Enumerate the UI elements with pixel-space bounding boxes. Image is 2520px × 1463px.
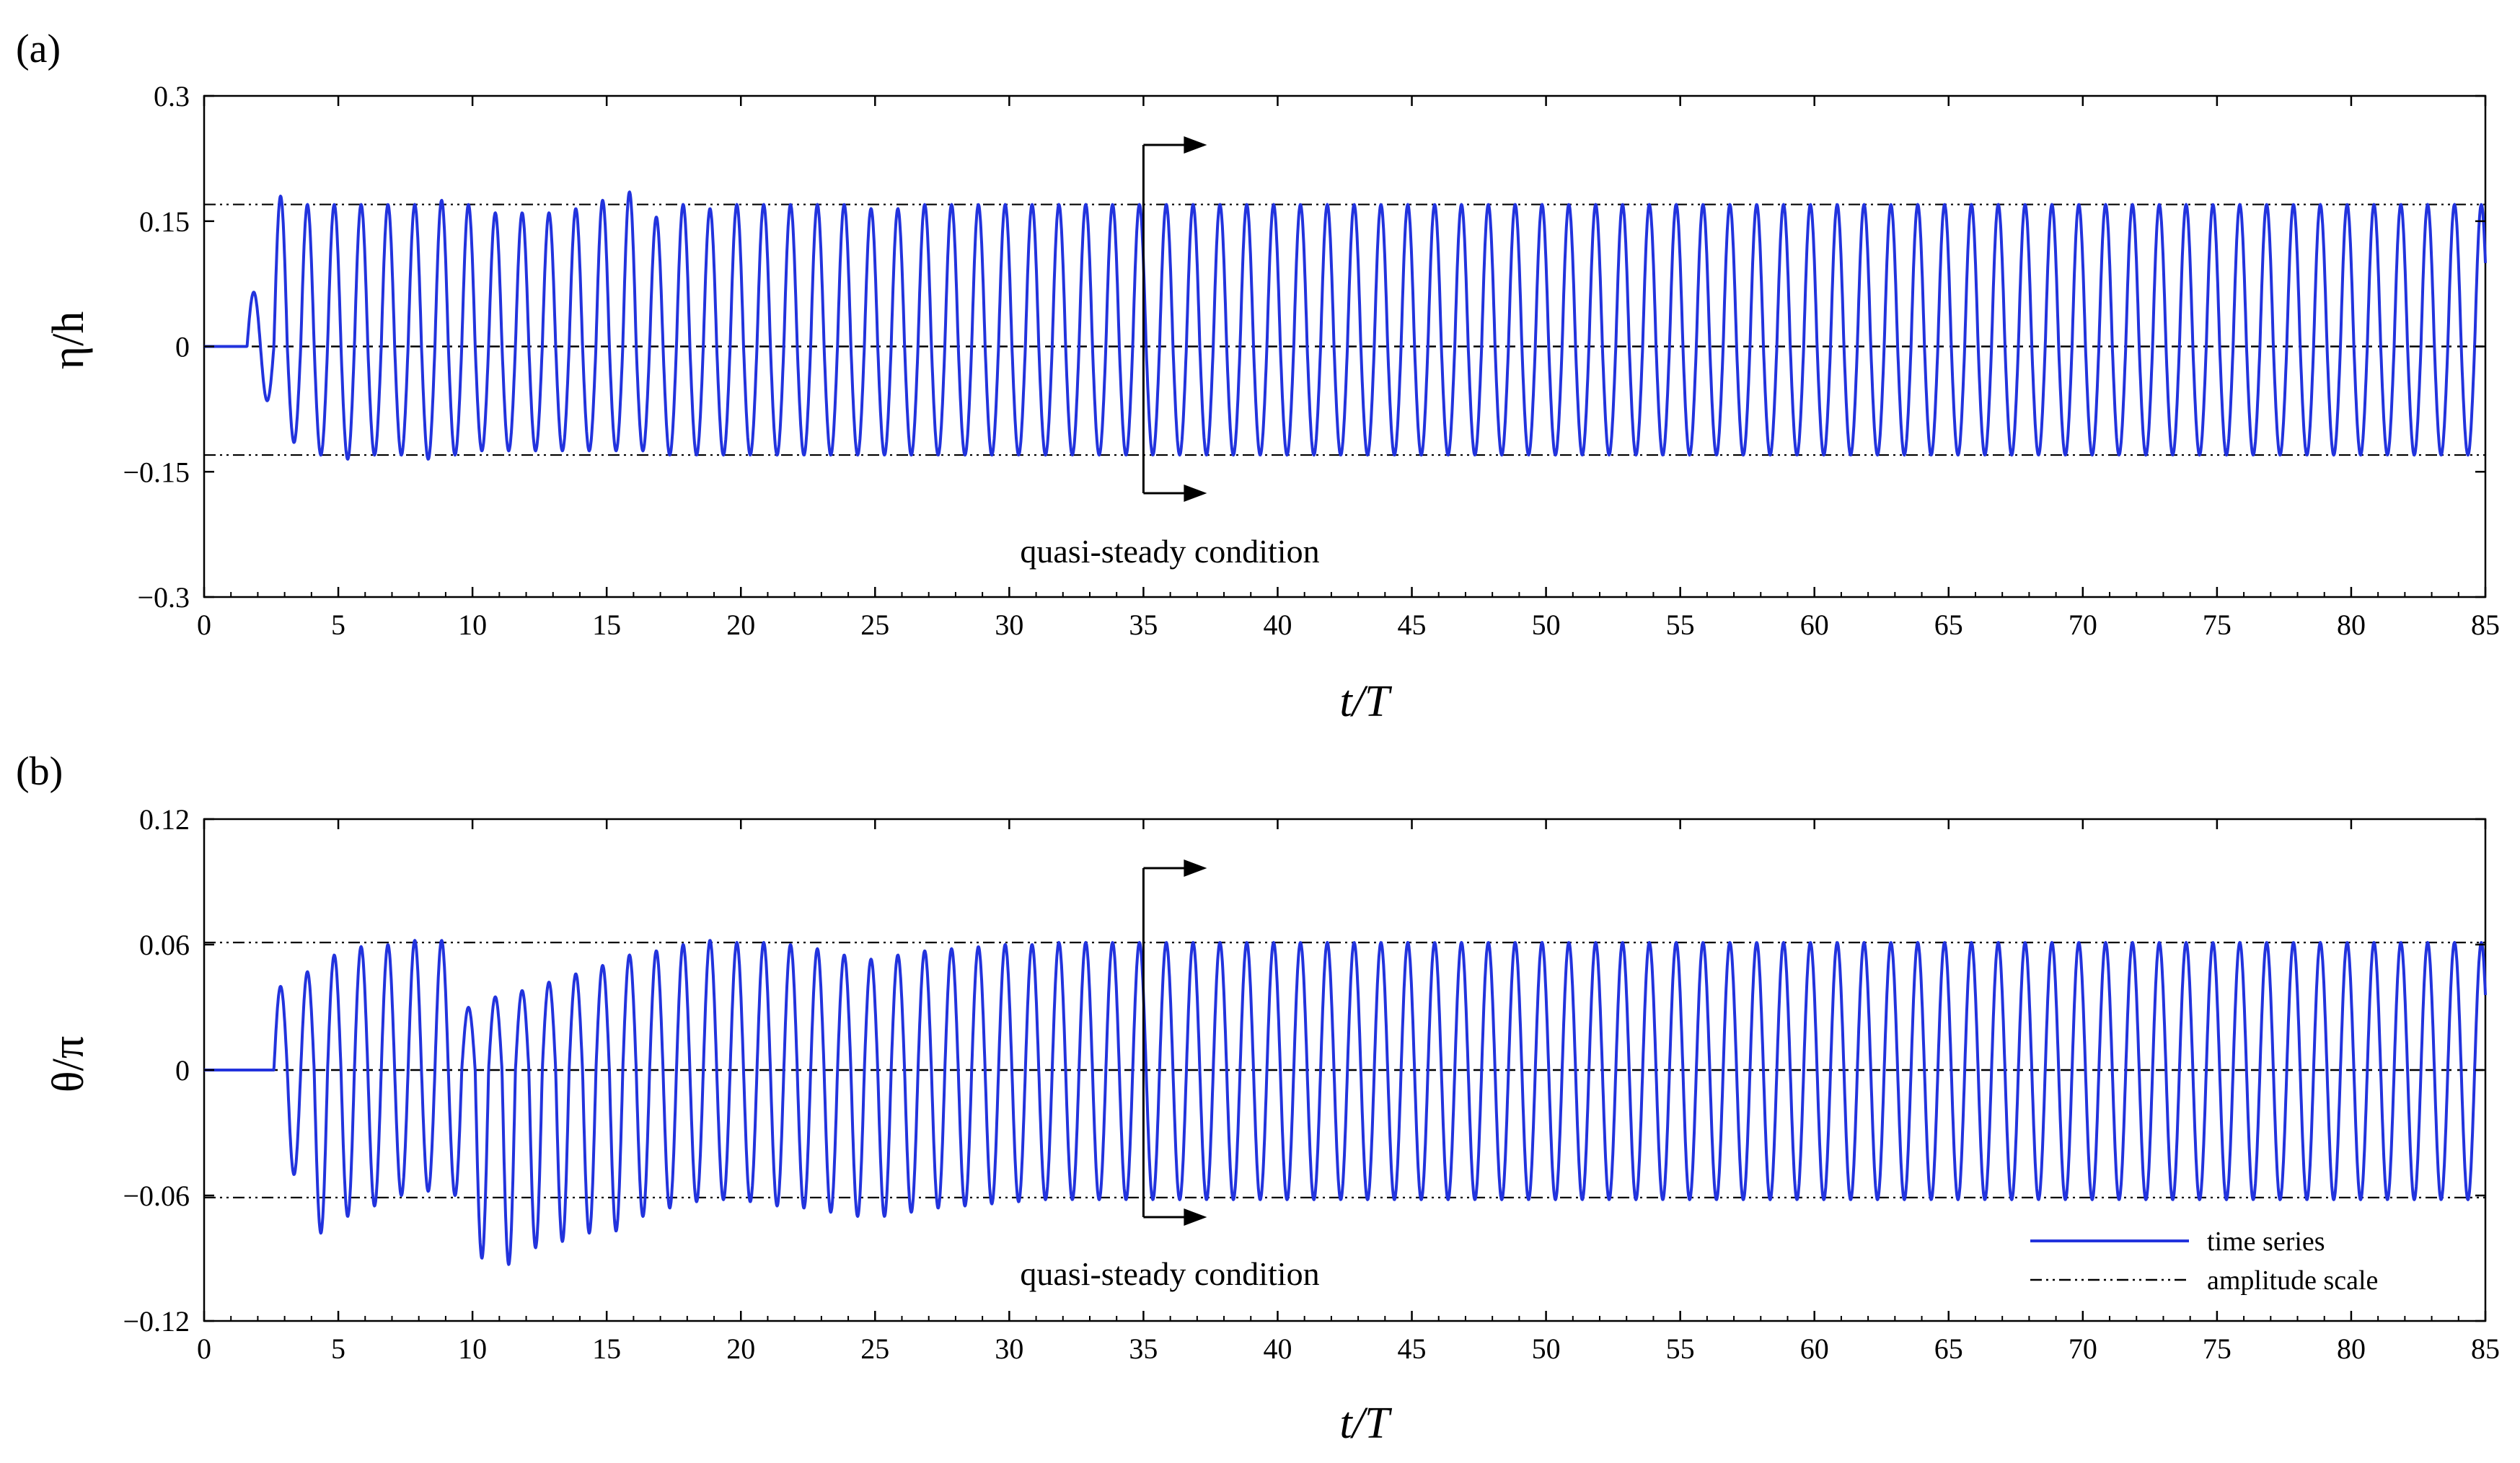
panel-a-y-axis-title: η/h [44,311,93,370]
y-tick-label: −0.15 [123,456,190,488]
y-tick-label: 0.15 [139,205,190,238]
x-tick-label: 50 [1532,609,1561,641]
x-tick-label: 30 [995,609,1023,641]
time-series-line [203,939,2487,1266]
x-tick-label: 70 [2069,609,2097,641]
x-tick-label: 5 [331,1332,345,1365]
x-tick-label: 60 [1800,609,1829,641]
panel-b: (b) 0 5 10 15 20 25 30 35 40 45 50 55 60 65 70 75 80 85 0… [16,749,2500,1448]
annotation-arrowhead [1184,136,1207,154]
panel-a-label: (a) [16,27,61,71]
x-tick-label: 45 [1398,609,1427,641]
y-tick-label: 0.06 [139,929,190,961]
panel-b-plot-area [203,818,2487,1322]
x-tick-label: 85 [2471,609,2500,641]
x-tick-label: 55 [1666,1332,1695,1365]
annotation-arrowhead [1184,1208,1207,1226]
x-tick-label: 15 [592,1332,621,1365]
x-tick-label: 45 [1398,1332,1427,1365]
x-tick-label: 70 [2069,1332,2097,1365]
panel-a-annotation: quasi-steady condition [1020,136,1320,570]
x-tick-label: 10 [458,609,487,641]
y-tick-label: 0 [175,331,190,363]
x-tick-label: 55 [1666,609,1695,641]
annotation-arrowhead [1184,859,1207,877]
panel-a-x-ticks: 0 5 10 15 20 25 30 35 40 45 50 55 60 65 70 75 80 85 [197,96,2500,641]
x-tick-label: 0 [197,1332,211,1365]
x-tick-label: 10 [458,1332,487,1365]
panel-b-annotation: quasi-steady condition [1020,859,1320,1292]
x-tick-label: 80 [2337,609,2366,641]
x-tick-label: 20 [726,1332,755,1365]
panel-b-x-axis-title: t/T [1340,1399,1393,1448]
x-tick-label: 35 [1129,609,1158,641]
x-tick-label: 0 [197,609,211,641]
panel-a-x-axis-title: t/T [1340,677,1393,726]
x-tick-label: 85 [2471,1332,2500,1365]
panel-b-y-ticks: 0.12 0.06 0 −0.06 −0.12 [123,803,2485,1338]
legend-label-amplitude-scale: amplitude scale [2207,1265,2378,1296]
x-tick-label: 5 [331,609,345,641]
panel-a: (a) 0 5 10 15 20 25 30 35 40 45 50 55 60 65 70 75 80 85 0… [16,27,2500,726]
panel-b-annotation-text: quasi-steady condition [1020,1255,1319,1292]
y-tick-label: −0.12 [123,1305,190,1338]
y-tick-label: 0 [175,1054,190,1087]
x-tick-label: 60 [1800,1332,1829,1365]
x-tick-label: 40 [1263,1332,1292,1365]
panel-a-annotation-text: quasi-steady condition [1020,533,1319,570]
x-tick-label: 30 [995,1332,1023,1365]
x-tick-label: 80 [2337,1332,2366,1365]
x-tick-label: 25 [860,609,889,641]
y-tick-label: −0.3 [137,581,190,614]
x-tick-label: 35 [1129,1332,1158,1365]
x-tick-label: 20 [726,609,755,641]
annotation-arrowhead [1184,485,1207,502]
x-tick-label: 50 [1532,1332,1561,1365]
legend: time series amplitude scale [2030,1226,2378,1296]
panel-a-plot-area [203,94,2487,598]
y-tick-label: −0.06 [123,1180,190,1212]
panel-a-y-ticks: 0.3 0.15 0 −0.15 −0.3 [123,80,2485,614]
time-series-line [203,190,2487,461]
panel-b-x-ticks: 0 5 10 15 20 25 30 35 40 45 50 55 60 65 70 75 80 85 [197,819,2500,1365]
x-tick-label: 65 [1934,609,1963,641]
x-tick-label: 75 [2203,1332,2232,1365]
x-tick-label: 25 [860,1332,889,1365]
x-tick-label: 15 [592,609,621,641]
x-tick-label: 75 [2203,609,2232,641]
panel-b-label: (b) [16,749,63,794]
y-tick-label: 0.12 [139,803,190,836]
y-tick-label: 0.3 [154,80,190,112]
panel-b-y-axis-title: θ/π [44,1036,93,1092]
x-tick-label: 40 [1263,609,1292,641]
legend-label-time-series: time series [2207,1226,2325,1257]
x-tick-label: 65 [1934,1332,1963,1365]
